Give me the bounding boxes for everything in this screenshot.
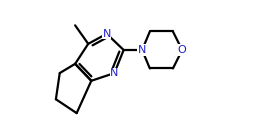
Text: N: N [110, 68, 118, 78]
Text: N: N [137, 45, 146, 55]
Text: N: N [102, 29, 110, 39]
Text: O: O [177, 45, 186, 55]
